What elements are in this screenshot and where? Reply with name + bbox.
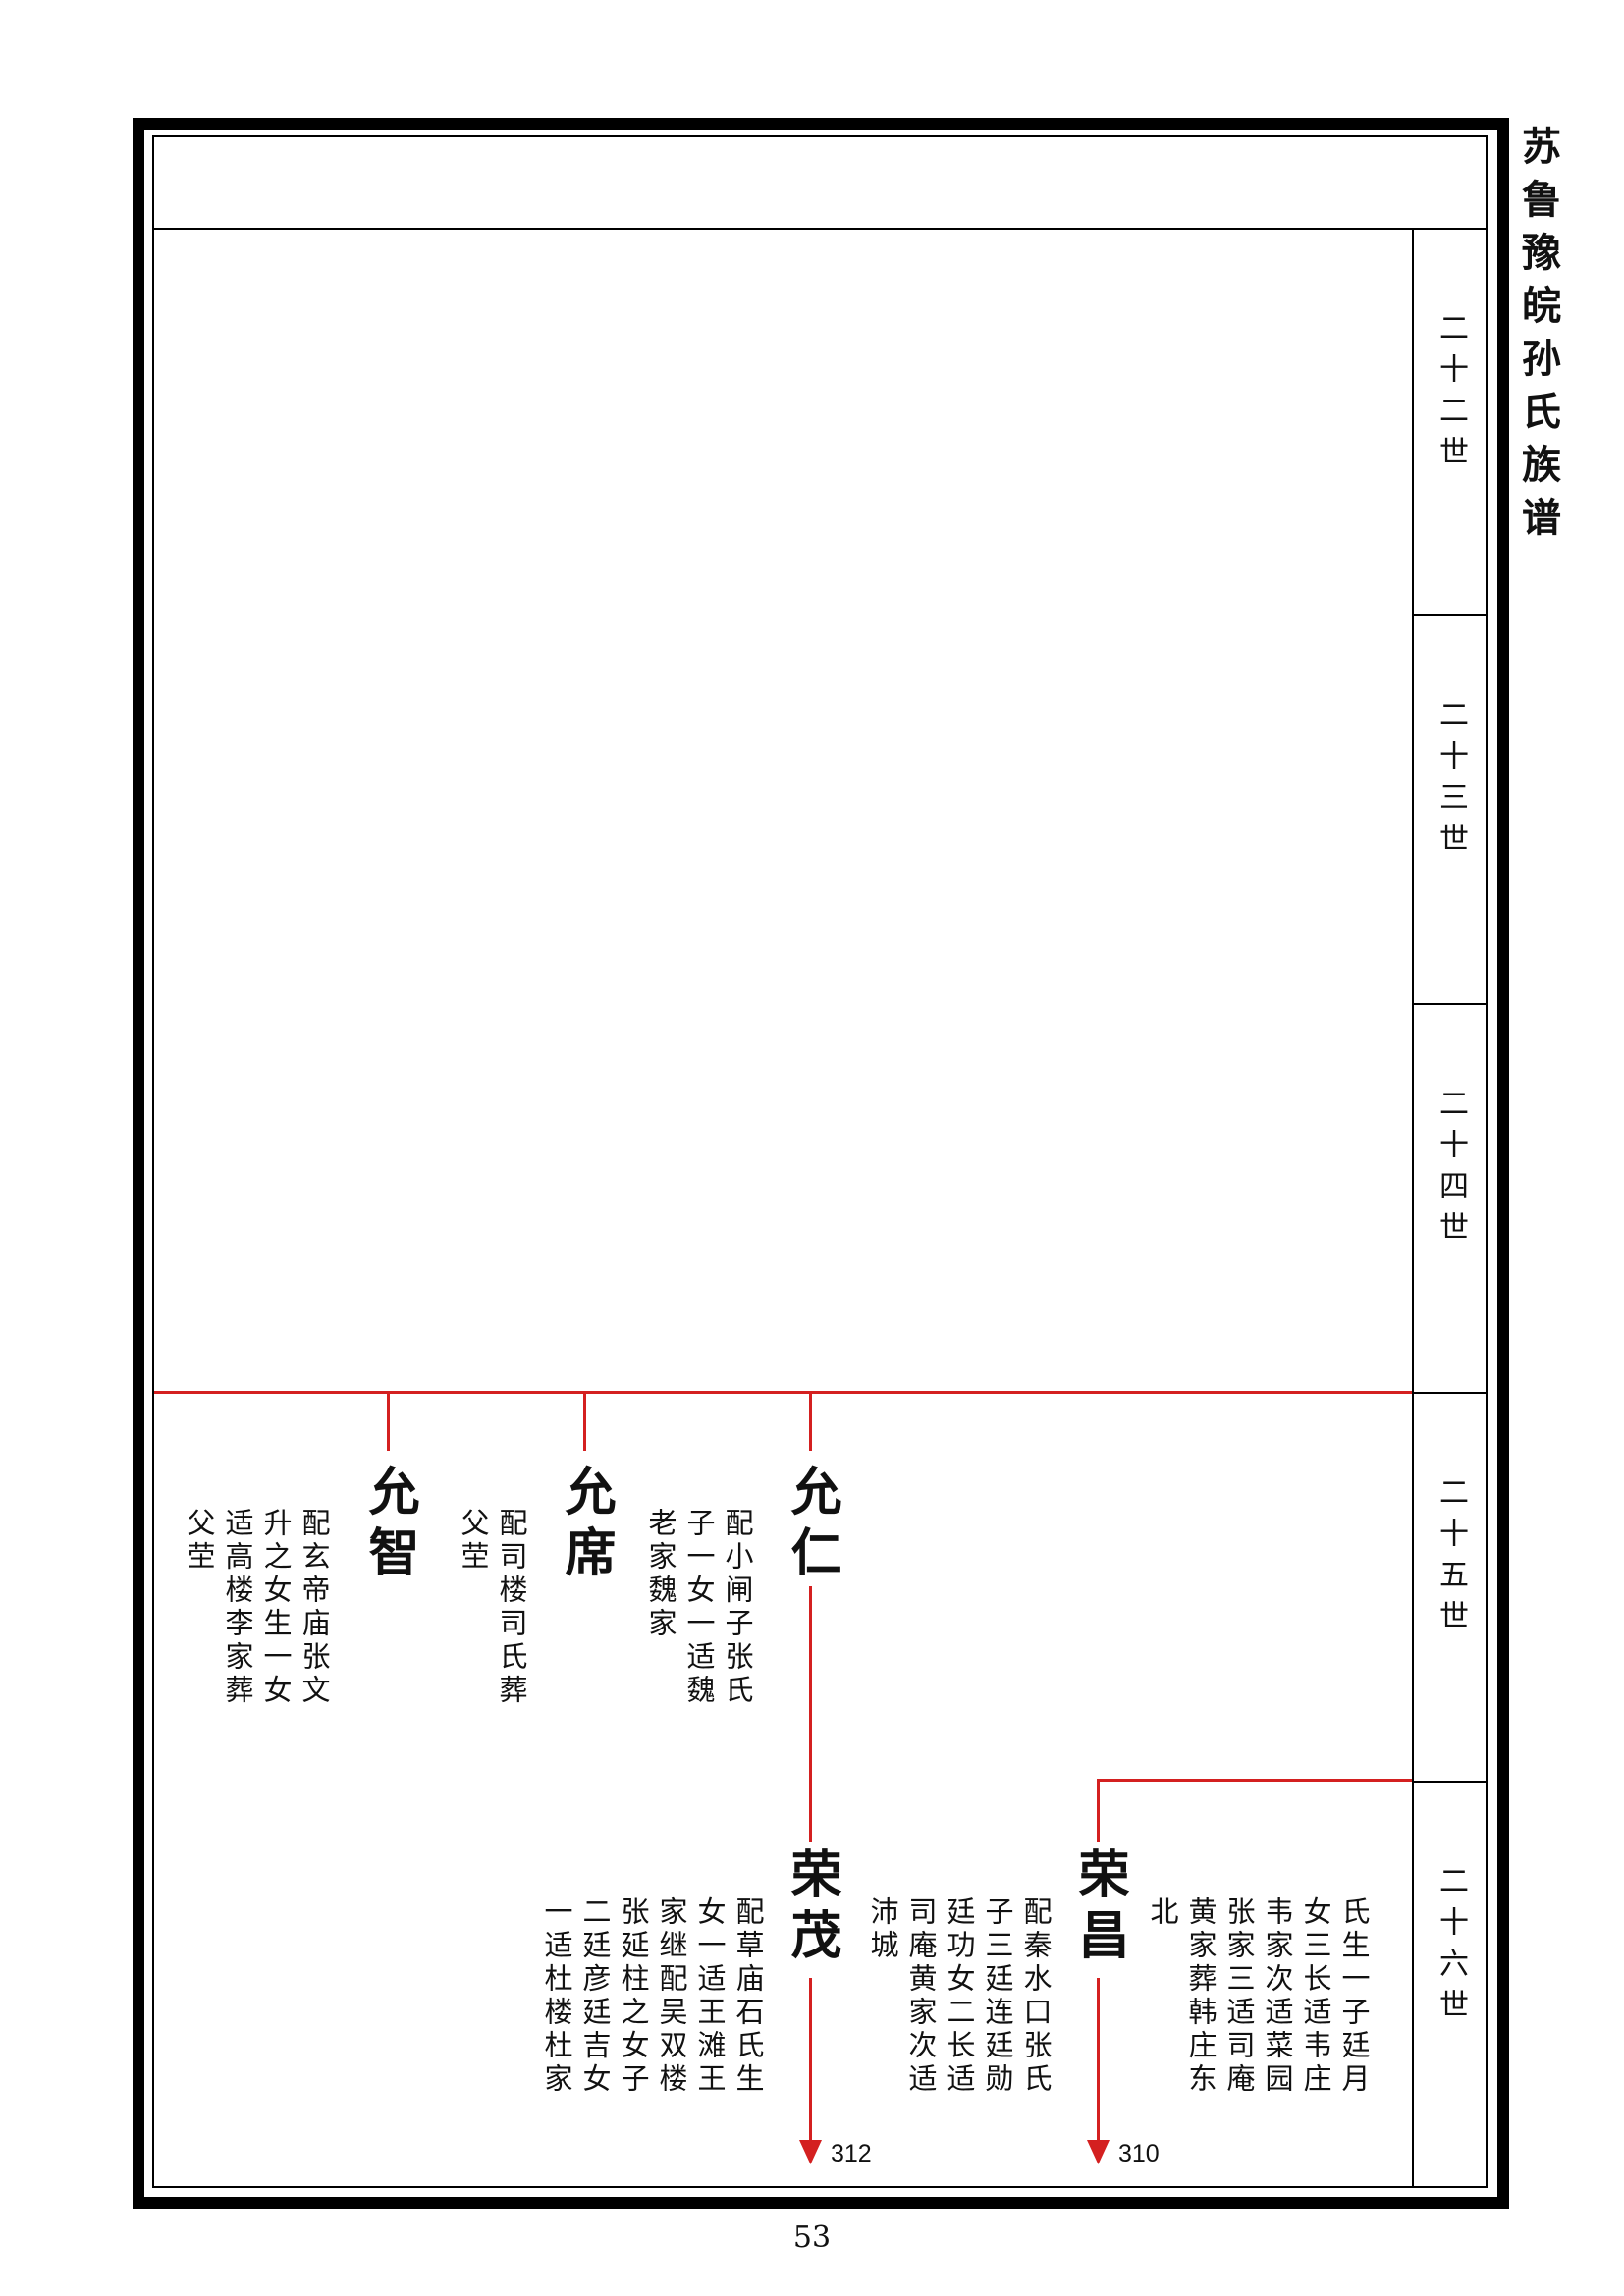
arrowhead-rong-chang [1087,2140,1110,2164]
inner-frame [152,135,1488,2188]
continue-line-rong-mao [809,1978,812,2145]
person-name-rong-chang: 荣昌 [1069,1847,1129,1969]
note-rong-chang-1: 配秦水口张氏 [1019,1896,1053,2097]
note-rong-chang-7: 黄家葬韩庄东 [1184,1896,1218,2097]
note-rong-chang-8: 张家三适司庵 [1222,1896,1256,2097]
lineage-drop-yun-zhi [387,1392,390,1451]
note-rong-mao-5: 二廷彦廷吉女 [578,1896,612,2097]
note-rong-chang-3: 廷功女二长适 [943,1896,976,2097]
continue-page-ref-rong-mao[interactable]: 312 [831,2140,872,2167]
generation-label-22: 二十二世 [1434,312,1468,477]
page-number: 53 [792,2220,832,2255]
note-yun-xi-2: 父茔 [457,1508,490,1575]
continue-page-ref-rong-chang[interactable]: 310 [1118,2140,1160,2167]
generation-label-24: 二十四世 [1434,1088,1468,1253]
arrowhead-rong-mao [799,2140,822,2164]
note-rong-chang-9: 韦家次适菜园 [1261,1896,1294,2097]
lineage-line-yun-ren-to-rong-mao [809,1586,812,1842]
lineage-line-gen25 [154,1391,1412,1394]
generation-label-26: 二十六世 [1434,1865,1468,2030]
note-yun-ren-2: 子一女一适魏 [682,1508,716,1708]
generation-row-divider [1412,1003,1488,1005]
lineage-line-gen26 [1097,1779,1412,1782]
generation-row-divider [1412,1781,1488,1783]
note-yun-ren-3: 老家魏家 [644,1508,677,1641]
continue-line-rong-chang [1097,1978,1100,2145]
person-name-yun-xi: 允席 [556,1465,616,1586]
note-rong-mao-3: 家继配吴双楼 [655,1896,688,2097]
note-rong-chang-11: 氏生一子廷月 [1337,1896,1371,2097]
note-yun-ren-1: 配小闸子张氏 [721,1508,754,1708]
generation-column-divider [1412,228,1414,2188]
note-yun-zhi-2: 升之女生一女 [259,1508,293,1708]
note-rong-chang-5: 沛城 [866,1896,899,1963]
book-title: 苏鲁豫皖孙氏族谱 [1515,126,1561,550]
note-rong-chang-10: 女三长适韦庄 [1299,1896,1332,2097]
note-rong-mao-4: 张延柱之女子 [617,1896,650,2097]
generation-label-25: 二十五世 [1434,1476,1468,1641]
lineage-drop-rong-chang [1097,1779,1100,1842]
note-yun-zhi-4: 父茔 [183,1508,216,1575]
generation-row-divider [1412,614,1488,616]
note-rong-chang-6: 北 [1146,1896,1179,1930]
person-name-rong-mao: 荣茂 [782,1847,841,1969]
note-rong-mao-1: 配草庙石氏生 [731,1896,765,2097]
generation-row-divider [1412,1392,1488,1394]
note-rong-chang-2: 子三廷连廷勋 [981,1896,1014,2097]
header-divider [152,228,1488,230]
note-yun-xi-1: 配司楼司氏葬 [495,1508,528,1708]
person-name-yun-zhi: 允智 [359,1465,419,1586]
note-rong-mao-2: 女一适王滩王 [693,1896,727,2097]
note-yun-zhi-1: 配玄帝庙张文 [298,1508,331,1708]
person-name-yun-ren: 允仁 [782,1465,841,1586]
note-yun-zhi-3: 适高楼李家葬 [221,1508,254,1708]
generation-label-23: 二十三世 [1434,699,1468,864]
lineage-drop-yun-xi [583,1392,586,1451]
note-rong-chang-4: 司庵黄家次适 [904,1896,938,2097]
note-rong-mao-6: 一适杜楼杜家 [540,1896,573,2097]
outer-frame [133,118,1509,2209]
lineage-drop-yun-ren [809,1392,812,1451]
